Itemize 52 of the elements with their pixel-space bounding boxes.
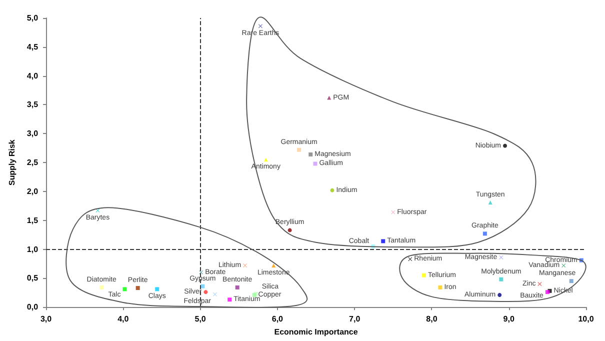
y-axis-title: Supply Risk [8,139,16,186]
point [272,263,276,268]
y-tick-label: 0,5 [26,274,39,283]
point [204,290,208,294]
x-tick-label: 4,0 [118,314,130,324]
point [330,188,334,192]
y-tick-label: 1,0 [26,244,39,254]
x-tick-label: 8,0 [426,314,438,324]
point [228,298,232,302]
point [288,228,292,232]
point [545,290,550,294]
x-tick-label: 7,0 [349,314,361,324]
x-axis-title: Economic Importance [274,328,358,336]
x-tick-label: 3,0 [40,314,52,324]
point [503,144,508,148]
point [381,239,386,244]
point [482,232,487,236]
y-tick-label: 3,0 [26,129,39,138]
point [562,263,566,268]
point [391,210,396,214]
point [258,24,262,28]
y-tick-label: 3,5 [26,100,39,110]
x-tick-label: 10,0 [578,314,594,324]
point [122,287,127,292]
point [100,285,104,290]
point [498,292,502,297]
point [313,162,318,166]
y-tick-label: 4,0 [26,71,39,80]
point [308,152,313,156]
point [499,277,504,282]
point [408,257,412,262]
point [438,285,442,290]
point [155,287,160,292]
point [499,255,504,260]
y-tick-label: 2,0 [26,186,39,196]
y-tick-label: 0,0 [26,302,39,312]
point [569,279,574,284]
y-tick-label: 4,5 [26,42,39,52]
y-tick-label: 1,5 [26,216,39,225]
point [235,285,240,290]
y-tick-label: 5,0 [26,14,39,22]
point [488,200,492,204]
x-tick-label: 6,0 [272,314,284,324]
x-tick-label: 9,0 [503,314,515,324]
point [422,273,426,278]
y-tick-label: 2,5 [26,158,39,168]
point [136,286,140,290]
point [297,148,302,152]
point [212,292,217,296]
x-tick-label: 5,0 [194,314,206,324]
point [538,282,542,286]
point [327,96,332,100]
